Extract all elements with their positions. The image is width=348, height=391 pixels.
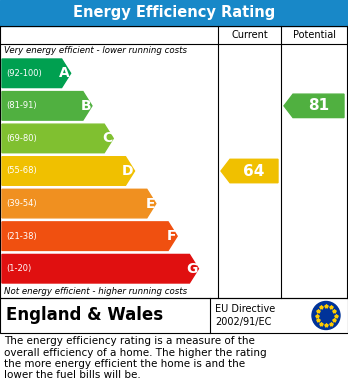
Text: overall efficiency of a home. The higher the rating: overall efficiency of a home. The higher… <box>4 348 267 357</box>
Polygon shape <box>2 255 198 283</box>
Polygon shape <box>2 91 92 120</box>
Polygon shape <box>2 124 113 153</box>
Text: the more energy efficient the home is and the: the more energy efficient the home is an… <box>4 359 245 369</box>
Polygon shape <box>2 59 71 88</box>
Text: F: F <box>167 229 176 243</box>
Polygon shape <box>2 189 156 218</box>
Text: 64: 64 <box>243 163 265 179</box>
Text: Very energy efficient - lower running costs: Very energy efficient - lower running co… <box>4 46 187 55</box>
Text: EU Directive
2002/91/EC: EU Directive 2002/91/EC <box>215 303 275 328</box>
Bar <box>0 0 348 26</box>
Text: C: C <box>102 131 112 145</box>
Text: (69-80): (69-80) <box>6 134 37 143</box>
Text: Current: Current <box>231 30 268 40</box>
Text: 81: 81 <box>308 99 329 113</box>
Text: Not energy efficient - higher running costs: Not energy efficient - higher running co… <box>4 287 187 296</box>
Text: (81-91): (81-91) <box>6 101 37 110</box>
Text: England & Wales: England & Wales <box>6 307 163 325</box>
Polygon shape <box>221 159 278 183</box>
Text: D: D <box>122 164 134 178</box>
Text: (39-54): (39-54) <box>6 199 37 208</box>
Text: B: B <box>80 99 91 113</box>
Text: lower the fuel bills will be.: lower the fuel bills will be. <box>4 371 141 380</box>
Circle shape <box>312 301 340 330</box>
Text: (92-100): (92-100) <box>6 69 42 78</box>
Polygon shape <box>284 94 344 118</box>
Text: A: A <box>59 66 70 80</box>
Bar <box>0 298 348 333</box>
Text: E: E <box>145 197 155 211</box>
Text: (21-38): (21-38) <box>6 231 37 240</box>
Text: Potential: Potential <box>293 30 336 40</box>
Polygon shape <box>2 157 135 185</box>
Text: Energy Efficiency Rating: Energy Efficiency Rating <box>73 5 275 20</box>
Text: The energy efficiency rating is a measure of the: The energy efficiency rating is a measur… <box>4 336 255 346</box>
Text: (55-68): (55-68) <box>6 167 37 176</box>
Text: G: G <box>186 262 197 276</box>
Text: (1-20): (1-20) <box>6 264 31 273</box>
Polygon shape <box>2 222 177 250</box>
